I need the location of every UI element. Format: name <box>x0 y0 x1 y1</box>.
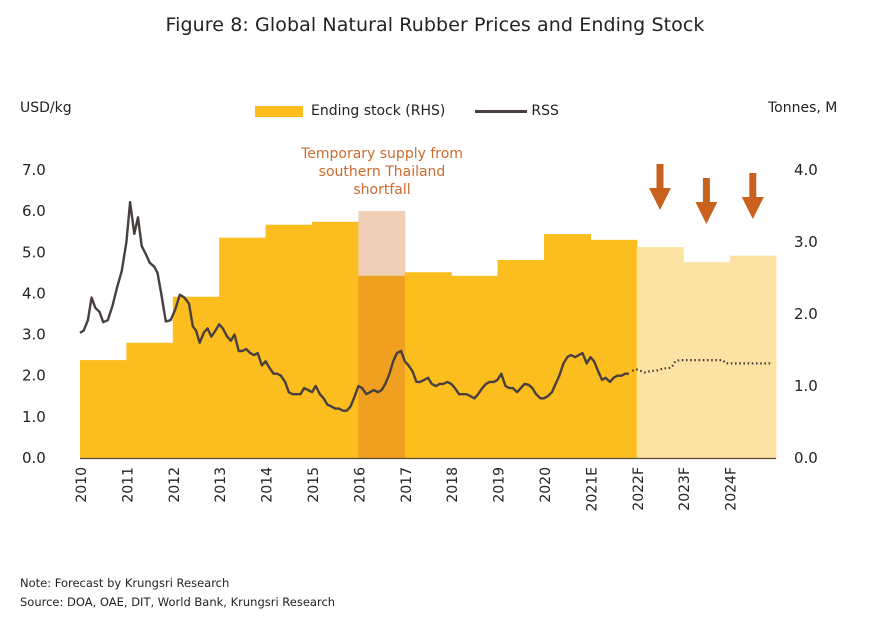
down-arrow-icon-2024F <box>741 173 764 219</box>
bar-2014 <box>265 224 313 458</box>
bar-2022F <box>636 247 684 458</box>
left-y-tick-0.0: 0.0 <box>22 449 46 467</box>
x-tick-2020: 2020 <box>538 467 554 503</box>
rss-forecast-line <box>631 359 772 374</box>
right-y-tick-0.0: 0.0 <box>794 449 818 467</box>
bar-2019 <box>497 260 545 458</box>
left-y-tick-4.0: 4.0 <box>22 284 46 302</box>
left-y-axis-ticks: 0.0 1.0 2.0 3.0 4.0 5.0 6.0 7.0 <box>22 161 46 467</box>
source-note: Source: DOA, OAE, DIT, World Bank, Krung… <box>20 595 336 609</box>
x-tick-2021E: 2021E <box>584 467 600 511</box>
right-axis-unit-label: Tonnes, M <box>768 100 838 116</box>
bar-2017 <box>404 272 452 458</box>
x-tick-2014: 2014 <box>260 467 276 503</box>
x-tick-2010: 2010 <box>74 467 90 503</box>
bar-2011 <box>126 342 174 458</box>
highlight-band <box>358 275 405 458</box>
ending-stock-bars <box>80 211 777 458</box>
x-tick-2018: 2018 <box>445 467 461 503</box>
left-y-tick-6.0: 6.0 <box>22 202 46 220</box>
right-y-tick-2.0: 2.0 <box>794 305 818 323</box>
legend-ending-stock-label: Ending stock (RHS) <box>311 103 446 119</box>
x-tick-2013: 2013 <box>213 467 229 503</box>
bar-2021E <box>590 239 638 458</box>
chart-title: Figure 8: Global Natural Rubber Prices a… <box>165 14 705 36</box>
left-y-tick-3.0: 3.0 <box>22 326 46 344</box>
legend-ending-stock-swatch <box>255 105 303 117</box>
right-y-tick-4.0: 4.0 <box>794 161 818 179</box>
bar-2020 <box>544 234 591 458</box>
x-tick-2022F: 2022F <box>631 467 647 511</box>
right-y-tick-3.0: 3.0 <box>794 233 818 251</box>
bar-2024F <box>729 255 777 458</box>
down-arrow-icon-2023F <box>695 178 718 224</box>
rss-actual-line <box>79 200 629 412</box>
x-tick-2015: 2015 <box>306 467 322 503</box>
left-y-tick-1.0: 1.0 <box>22 408 46 426</box>
forecast-arrows <box>649 164 764 224</box>
bar-2013 <box>219 237 267 458</box>
forecast-note: Note: Forecast by Krungsri Research <box>20 576 230 590</box>
left-y-tick-2.0: 2.0 <box>22 367 46 385</box>
x-tick-2011: 2011 <box>120 467 136 503</box>
x-tick-2016: 2016 <box>352 467 368 503</box>
bar-2010 <box>80 360 127 458</box>
right-y-axis-ticks: 0.0 1.0 2.0 3.0 4.0 <box>794 161 818 467</box>
x-axis-ticks: 2010 2011 2012 2013 2014 2015 2016 2017 2018 2019… <box>74 467 740 512</box>
highlight-annotation: Temporary supply from southern Thailand … <box>278 145 486 199</box>
x-tick-2019: 2019 <box>492 467 508 503</box>
x-tick-2012: 2012 <box>167 467 183 503</box>
down-arrow-icon-2022F <box>649 164 671 210</box>
left-y-tick-7.0: 7.0 <box>22 161 46 179</box>
legend: Ending stock (RHS) RSS <box>255 100 559 122</box>
highlight-ghost-bar <box>358 211 406 276</box>
x-tick-2023F: 2023F <box>677 467 693 511</box>
annotation-line-3: shortfall <box>353 182 411 198</box>
bar-2018 <box>451 275 499 458</box>
bar-2012 <box>172 296 220 458</box>
right-y-tick-1.0: 1.0 <box>794 377 818 395</box>
legend-rss-label: RSS <box>531 103 559 119</box>
bar-2015 <box>312 221 359 458</box>
x-tick-2017: 2017 <box>399 467 415 503</box>
annotation-line-1: Temporary supply from <box>301 146 463 162</box>
legend-rss-swatch <box>475 109 528 113</box>
rss-line-series <box>79 200 772 412</box>
annotation-line-2: southern Thailand <box>318 164 446 180</box>
left-y-tick-5.0: 5.0 <box>22 243 46 261</box>
left-axis-unit-label: USD/kg <box>20 100 72 116</box>
x-tick-2024F: 2024F <box>724 467 740 511</box>
